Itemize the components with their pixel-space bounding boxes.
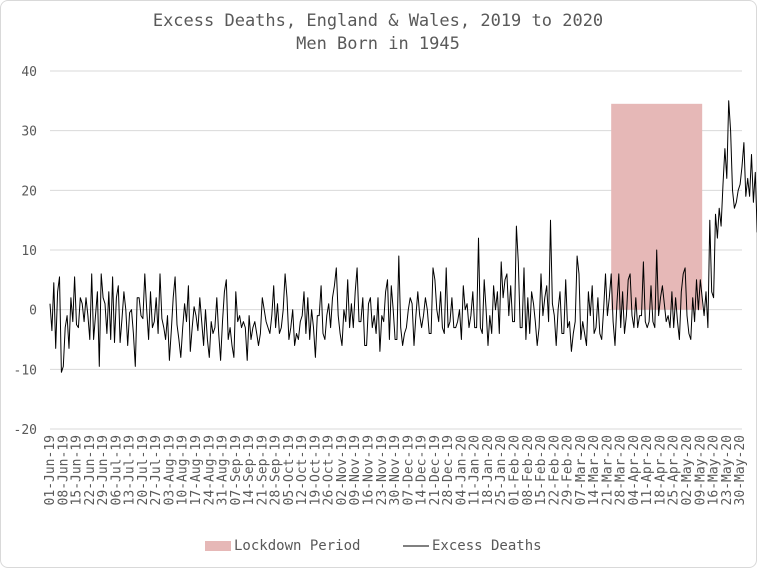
x-tick-label: 03-Aug-19 <box>162 435 177 505</box>
x-tick-label: 02-Nov-19 <box>335 435 350 505</box>
x-tick-label: 22-Feb-20 <box>547 435 562 505</box>
y-tick-label: 10 <box>21 244 37 259</box>
x-tick-label: 08-Feb-20 <box>521 435 536 505</box>
y-tick-label: -10 <box>14 363 37 378</box>
x-tick-label: 08-Jun-19 <box>56 435 71 505</box>
x-tick-label: 14-Sep-19 <box>242 435 257 505</box>
legend: Lockdown Period Excess Deaths <box>205 538 542 554</box>
x-tick-label: 17-Aug-19 <box>189 435 204 505</box>
x-tick-label: 15-Jun-19 <box>70 435 85 505</box>
x-tick-label: 21-Mar-20 <box>600 435 615 505</box>
lockdown-area-layer <box>611 103 703 310</box>
x-tick-label: 14-Dec-19 <box>415 435 430 505</box>
x-tick-label: 02-May-20 <box>680 435 695 505</box>
x-tick-label: 22-Jun-19 <box>83 435 98 505</box>
chart-title: Excess Deaths, England & Wales, 2019 to … <box>153 11 603 31</box>
lockdown-area <box>611 103 703 310</box>
x-tick-label: 30-May-20 <box>733 435 748 505</box>
x-tick-label: 04-Apr-20 <box>627 435 642 505</box>
x-tick-label: 01-Feb-20 <box>507 435 522 505</box>
x-tick-label: 28-Dec-19 <box>441 435 456 505</box>
x-tick-label: 29-Feb-20 <box>561 435 576 505</box>
x-tick-label: 24-Aug-19 <box>202 435 217 505</box>
x-axis-ticks: 01-Jun-1908-Jun-1915-Jun-1922-Jun-1929-J… <box>43 435 748 505</box>
excess-line-layer <box>49 100 757 373</box>
x-tick-label: 11-Jan-20 <box>468 435 483 505</box>
x-tick-label: 29-Jun-19 <box>96 435 111 505</box>
y-tick-label: 40 <box>21 65 37 80</box>
x-tick-label: 05-Oct-19 <box>282 435 297 505</box>
x-tick-label: 25-Apr-20 <box>667 435 682 505</box>
x-tick-label: 19-Oct-19 <box>308 435 323 505</box>
x-tick-label: 01-Jun-19 <box>43 435 58 505</box>
y-tick-label: 0 <box>29 304 37 319</box>
x-tick-label: 11-Apr-20 <box>640 435 655 505</box>
excess-deaths-line <box>49 100 757 373</box>
x-tick-label: 07-Sep-19 <box>229 435 244 505</box>
x-tick-label: 18-Jan-20 <box>481 435 496 505</box>
x-tick-label: 06-Jul-19 <box>109 435 124 505</box>
y-tick-label: 30 <box>21 125 37 140</box>
y-axis-ticks: 40 30 20 10 0 -10 -20 <box>14 65 37 438</box>
x-tick-label: 26-Oct-19 <box>322 435 337 505</box>
legend-excess-label: Excess Deaths <box>432 538 542 554</box>
chart-subtitle: Men Born in 1945 <box>296 34 460 54</box>
x-tick-label: 23-May-20 <box>720 435 735 505</box>
x-tick-label: 27-Jul-19 <box>149 435 164 505</box>
y-tick-label: -20 <box>14 423 37 438</box>
legend-lockdown-label: Lockdown Period <box>234 538 360 554</box>
x-tick-label: 13-Jul-19 <box>123 435 138 505</box>
x-tick-label: 30-Nov-19 <box>388 435 403 505</box>
x-tick-label: 07-Dec-19 <box>401 435 416 505</box>
x-tick-label: 15-Feb-20 <box>534 435 549 505</box>
x-tick-label: 31-Aug-19 <box>216 435 231 505</box>
x-tick-label: 20-Jul-19 <box>136 435 151 505</box>
x-tick-label: 21-Sep-19 <box>255 435 270 505</box>
x-tick-label: 04-Jan-20 <box>454 435 469 505</box>
x-tick-label: 09-May-20 <box>693 435 708 505</box>
x-tick-label: 21-Dec-19 <box>428 435 443 505</box>
x-tick-label: 10-Aug-19 <box>176 435 191 505</box>
x-tick-label: 12-Oct-19 <box>295 435 310 505</box>
x-tick-label: 25-Jan-20 <box>494 435 509 505</box>
x-tick-label: 28-Sep-19 <box>269 435 284 505</box>
x-tick-label: 14-Mar-20 <box>587 435 602 505</box>
x-tick-label: 16-May-20 <box>707 435 722 505</box>
x-tick-label: 09-Nov-19 <box>348 435 363 505</box>
x-tick-label: 28-Mar-20 <box>614 435 629 505</box>
x-tick-label: 16-Nov-19 <box>362 435 377 505</box>
x-tick-label: 23-Nov-19 <box>375 435 390 505</box>
y-tick-label: 20 <box>21 184 37 199</box>
legend-lockdown-swatch <box>205 541 231 551</box>
x-tick-label: 18-Apr-20 <box>653 435 668 505</box>
x-tick-label: 07-Mar-20 <box>574 435 589 505</box>
